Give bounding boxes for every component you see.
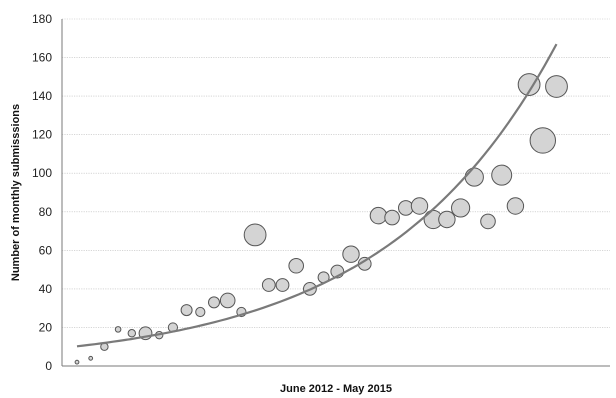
bubble-point [517, 73, 541, 96]
bubble-point [410, 197, 429, 215]
bubble-point [545, 75, 568, 98]
bubble-point [529, 127, 556, 154]
bubble-point [219, 292, 236, 309]
y-tick-label: 100 [32, 166, 52, 180]
x-axis-title: June 2012 - May 2015 [280, 383, 392, 395]
y-axis-title: Number of monthly submisssions [10, 104, 22, 281]
bubble-point [480, 213, 496, 230]
bubble-point [88, 355, 94, 361]
bubble-point [384, 209, 400, 226]
bubble-series [74, 73, 568, 365]
bubble-point [114, 326, 122, 333]
bubble-point [491, 164, 513, 186]
bubble-point [288, 257, 305, 274]
bubble-point [195, 306, 206, 318]
bubble-point [438, 210, 456, 229]
y-tick-label: 0 [45, 359, 52, 373]
y-tick-label: 60 [39, 243, 53, 257]
trendline-layer [76, 43, 558, 348]
bubble-point [243, 223, 267, 247]
bubble-point [275, 278, 290, 292]
y-tick-label: 180 [32, 12, 52, 26]
bubble-point [127, 329, 137, 338]
y-tick-label: 20 [39, 320, 53, 334]
y-tick-labels: 0 20 40 60 80 100 120 140 160 180 [32, 12, 52, 373]
y-tick-label: 120 [32, 128, 52, 142]
grid [62, 18, 610, 328]
y-tick-label: 80 [39, 205, 53, 219]
y-tick-label: 40 [39, 282, 53, 296]
bubble-point [342, 245, 360, 263]
bubble-point [261, 278, 276, 292]
axes [61, 19, 610, 367]
trendline [76, 43, 558, 348]
bubble-point [506, 197, 525, 215]
bubble-point [208, 296, 220, 309]
y-tick-label: 140 [32, 89, 52, 103]
bubble-point [74, 359, 80, 365]
y-tick-label: 160 [32, 51, 52, 65]
bubble-point [369, 206, 388, 225]
bubble-point [451, 198, 471, 218]
bubble-point [398, 200, 414, 216]
bubble-point [180, 304, 193, 317]
bubble-point [464, 167, 484, 187]
